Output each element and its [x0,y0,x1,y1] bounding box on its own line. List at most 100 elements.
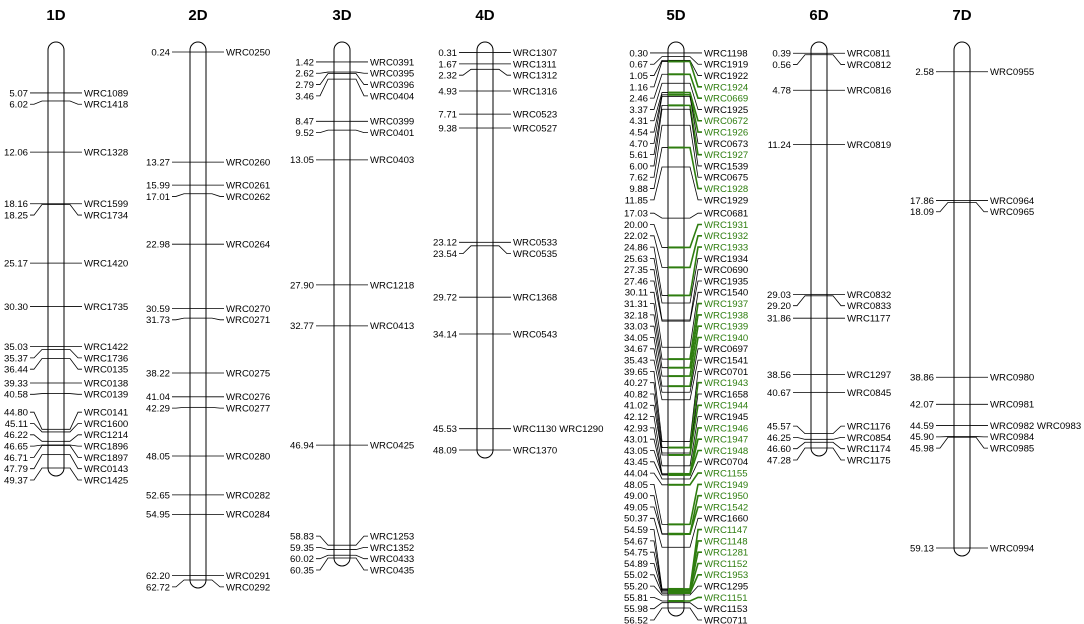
locus: 44.59 WRC0982 WRC0983 [910,421,1081,432]
marker-name-highlighted: WRC1147 [704,525,748,536]
marker-name-highlighted: WRC1953 [704,570,748,581]
locus-position: 5.61 [629,150,648,161]
marker-name: WRC1176 [847,422,891,433]
marker-name: WRC0401 [370,128,414,139]
locus: 54.95 WRC0284 [146,510,271,521]
position-leader [316,557,334,571]
position-leader [459,245,477,255]
position-leader [650,269,668,321]
position-leader [650,472,668,486]
locus: 32.18 WRC1938 [624,310,748,369]
locus: 60.02 WRC0433 [290,554,414,565]
locus: 29.20 WRC0833 [767,295,891,312]
locus-position: 34.05 [624,333,648,344]
marker-name: WRC0845 [847,388,891,399]
locus-position: 3.37 [629,105,648,116]
marker-name: WRC0832 [847,290,891,301]
marker-leader [684,73,702,99]
marker-leader [206,317,224,321]
locus: 35.37 WRC1736 [4,349,128,364]
locus-position: 44.59 [910,421,934,432]
marker-name: WRC0955 [990,67,1034,78]
marker-leader [64,393,82,395]
locus-position: 60.02 [290,554,314,565]
locus: 4.31 WRC0672 [629,91,748,127]
locus-position: 49.05 [624,502,648,513]
marker-leader [684,416,702,467]
marker-name: WRC0681 [704,209,748,220]
marker-leader [684,59,702,76]
position-leader [650,325,668,377]
locus-position: 1.05 [629,71,648,82]
locus: 3.46 WRC0404 [295,78,415,102]
position-leader [650,59,668,76]
marker-name: WRC1198 [704,48,748,59]
locus-position: 40.67 [767,388,791,399]
locus: 46.94 WRC0425 [290,441,414,452]
locus: 20.00 WRC1931 [624,220,748,249]
position-leader [650,314,668,369]
chromosome-6d: 6D 0.39 WRC0811 0.56 WRC0812 4.78 WRC0816 11.24… [767,7,892,466]
marker-leader [684,596,702,602]
position-leader [936,201,954,213]
marker-name: WRC0291 [226,571,270,582]
marker-name: WRC1925 [704,105,748,116]
marker-leader [684,348,702,393]
locus-position: 30.30 [4,302,28,313]
locus-position: 9.38 [438,123,457,134]
marker-name-highlighted: WRC1949 [704,480,748,491]
marker-name-highlighted: WRC1152 [704,559,748,570]
locus-position: 0.30 [629,48,648,59]
marker-name: WRC1945 [704,412,748,423]
locus: 31.73 WRC0271 [146,315,270,326]
marker-name-highlighted: WRC1937 [704,299,748,310]
marker-name: WRC0435 [370,565,414,576]
marker-name-highlighted: WRC1947 [704,435,748,446]
marker-name: WRC0812 [847,60,891,71]
locus-position: 11.85 [625,195,648,206]
locus-position: 2.32 [438,71,457,82]
locus-position: 54.67 [624,536,648,547]
locus-position: 46.94 [290,441,315,452]
chromosome-5d: 5D 0.30 WRC1198 0.67 WRC1919 1.05 WRC1922 1.16 W… [624,7,749,624]
locus: 52.65 WRC0282 [146,490,270,501]
locus: 43.05 WRC1948 [624,446,748,477]
locus-position: 44.80 [4,408,28,419]
locus-position: 4.31 [629,116,648,127]
marker-leader [684,56,702,65]
marker-leader [684,60,702,88]
chromosome-title: 2D [188,7,207,24]
chromosome-title: 4D [475,7,494,24]
marker-name: WRC1316 [513,86,557,97]
locus-position: 45.98 [910,444,934,455]
marker-name: WRC0139 [84,390,128,401]
marker-name: WRC1422 [84,342,128,353]
locus: 2.58 WRC0955 [915,67,1034,78]
locus-position: 22.98 [146,240,170,251]
locus-position: 39.65 [624,367,648,378]
marker-name: WRC0284 [226,510,271,521]
marker-name: WRC1658 [704,389,748,400]
locus: 4.70 WRC0673 [629,96,748,150]
marker-name: WRC0690 [704,265,748,276]
locus-position: 52.65 [146,490,170,501]
locus-position: 1.42 [295,57,314,68]
marker-leader [684,94,702,133]
marker-name: WRC0833 [847,301,891,312]
position-leader [650,337,668,387]
position-leader [650,94,668,133]
marker-name: WRC0711 [704,615,748,624]
locus-position: 45.90 [910,432,934,443]
marker-name: WRC0819 [847,140,891,151]
position-leader [30,411,48,430]
locus-position: 43.05 [624,446,648,457]
locus-position: 4.70 [629,139,648,150]
marker-leader [684,124,702,178]
marker-leader [64,444,82,447]
position-leader [172,317,190,321]
locus: 34.67 WRC0697 [624,344,748,393]
locus: 2.46 WRC0669 [629,73,748,105]
marker-leader [684,551,702,592]
locus: 17.03 WRC0681 [624,209,748,220]
locus: 0.67 WRC1919 [629,56,748,71]
